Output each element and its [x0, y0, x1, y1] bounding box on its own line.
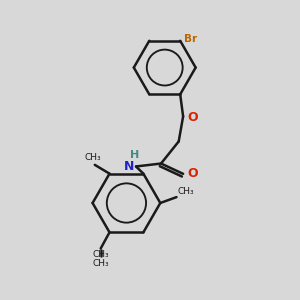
- Text: Br: Br: [184, 34, 197, 44]
- Text: CH₃: CH₃: [92, 250, 109, 259]
- Text: CH₃: CH₃: [92, 259, 109, 268]
- Text: N: N: [124, 160, 134, 173]
- Text: O: O: [187, 167, 198, 180]
- Text: H: H: [130, 150, 139, 160]
- Text: CH₃: CH₃: [178, 187, 195, 196]
- Text: CH₃: CH₃: [84, 154, 101, 163]
- Text: O: O: [187, 110, 198, 124]
